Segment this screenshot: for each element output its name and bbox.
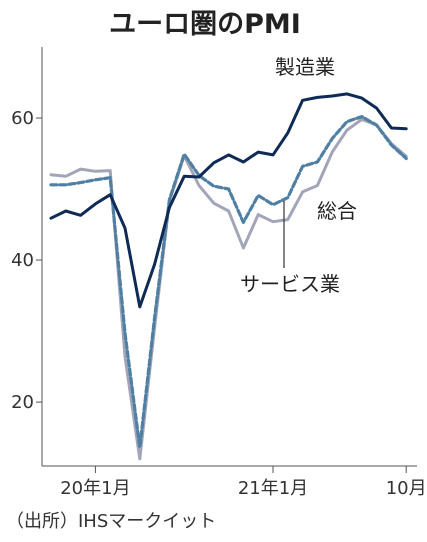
series-label-manufacturing: 製造業 [275,55,335,79]
x-tick-label: 20年1月 [60,478,130,499]
series-line-composite [49,114,408,450]
source-note: （出所）IHSマークイット [6,511,216,532]
y-tick-label: 40 [11,250,34,271]
series-label-composite: 総合 [317,199,357,223]
y-ticks: 20 40 60 [11,108,42,413]
series-label-services: サービス業 [240,272,340,296]
x-ticks: 20年1月 21年1月 10月 [60,466,427,499]
x-tick-label: 10月 [386,478,427,499]
chart-title: ユーロ圏のPMI [109,9,301,40]
series-line-manufacturing [49,92,408,309]
x-tick-label: 21年1月 [238,478,308,499]
series-line-services [49,117,408,461]
y-tick-label: 60 [11,108,34,129]
series-layer [49,92,408,461]
y-tick-label: 20 [11,392,34,413]
